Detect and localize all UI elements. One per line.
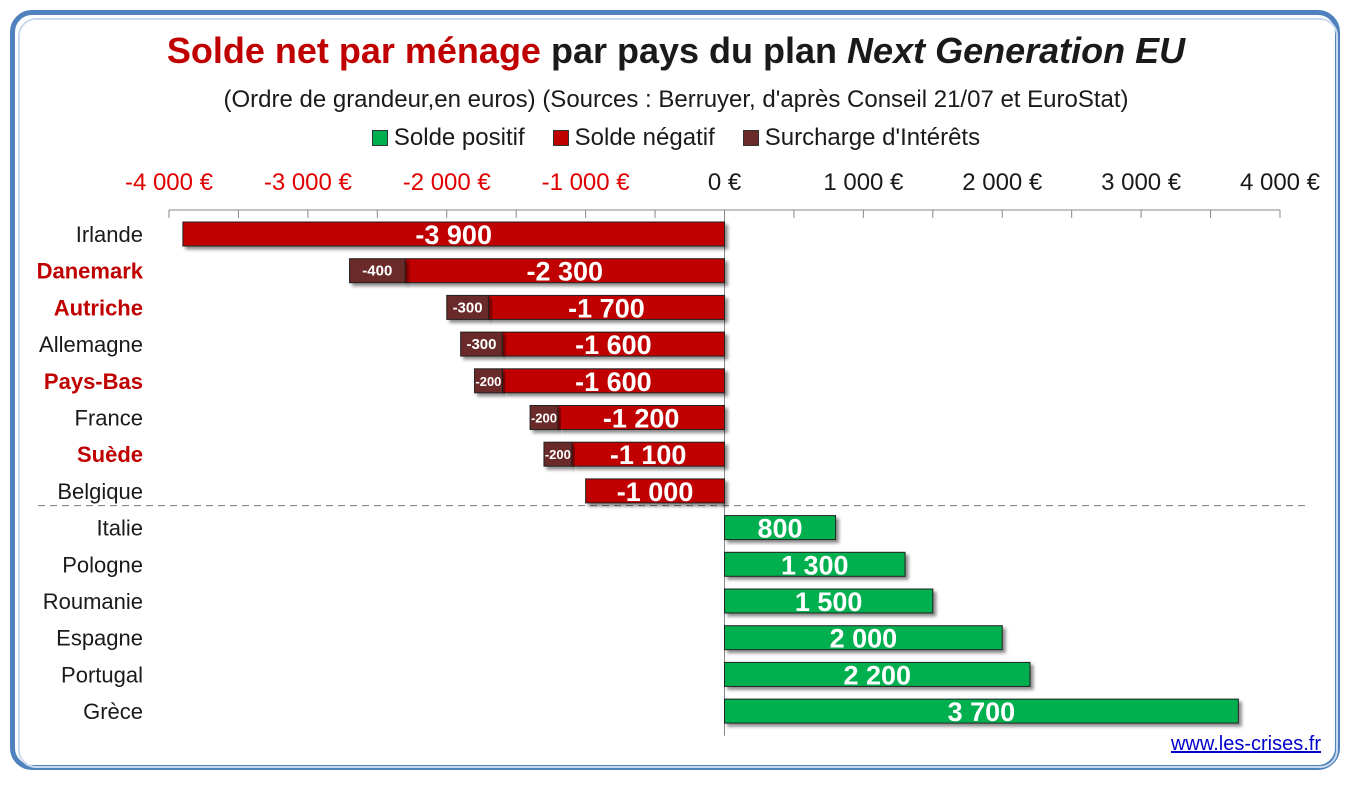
category-label: Pologne <box>62 552 143 577</box>
x-tick-label: 3 000 € <box>1101 169 1182 196</box>
bar-negative <box>571 441 725 467</box>
bar-negative <box>404 258 725 284</box>
bar-value-label-interest: -300 <box>466 336 496 353</box>
category-label: Belgique <box>57 479 143 504</box>
bar-interest <box>529 405 559 430</box>
bar-negative <box>557 405 725 430</box>
bar-interest <box>474 368 503 394</box>
bar-value-label-interest: -400 <box>362 263 392 280</box>
bar-value-label-negative: -2 300 <box>527 257 604 287</box>
bar-positive <box>724 551 906 577</box>
bar-interest <box>349 258 406 284</box>
category-label: Suède <box>77 442 143 467</box>
bar-value-label-positive: 1 300 <box>781 550 849 580</box>
legend-swatch-interest <box>742 130 759 146</box>
category-label: Portugal <box>61 662 143 687</box>
bar-value-label-negative: -1 100 <box>610 440 687 470</box>
bar-chart: -4 000 € -3 000 € -2 000 € -1 000 € 0 € 1 000… <box>37 169 1321 736</box>
source-link[interactable]: www.les-crises.fr <box>1170 733 1321 755</box>
bar-value-label-positive: 1 500 <box>795 587 863 617</box>
x-tick-label: -1 000 € <box>542 169 631 196</box>
bar-interest <box>446 294 489 320</box>
x-tick-label: 0 € <box>708 169 742 196</box>
category-label: Autriche <box>54 295 143 320</box>
chart-title: Solde net par ménage par pays du plan Ne… <box>0 30 1352 72</box>
bar-value-label-negative: -1 600 <box>575 330 652 360</box>
bar-positive <box>724 698 1239 724</box>
bar-value-label-negative: -1 000 <box>617 477 694 507</box>
bar-interest <box>543 441 573 467</box>
bar-value-label-negative: -1 600 <box>575 367 652 397</box>
bar-value-label-negative: -3 900 <box>415 220 492 250</box>
category-label: Grèce <box>83 699 143 724</box>
bar-positive <box>724 588 934 614</box>
bar-value-label-interest: -200 <box>475 374 501 389</box>
x-tick-label: -3 000 € <box>264 169 353 196</box>
title-part-2: par pays du plan <box>540 30 848 71</box>
bar-positive <box>724 625 1003 651</box>
category-label: Roumanie <box>43 589 143 614</box>
bar-negative <box>182 221 725 247</box>
legend-swatch-negative <box>552 130 569 146</box>
x-tick-label: 2 000 € <box>962 169 1043 196</box>
bar-value-label-interest: -200 <box>531 411 557 426</box>
category-label: Allemagne <box>39 332 143 357</box>
bar-value-label-negative: -1 700 <box>568 293 645 323</box>
category-label: France <box>75 406 143 431</box>
x-tick-label: 4 000 € <box>1240 169 1321 196</box>
bar-positive <box>724 661 1031 687</box>
legend-label-interest: Surcharge d'Intérêts <box>764 124 981 151</box>
legend-item-interest: Surcharge d'Intérêts <box>742 124 981 152</box>
title-part-3: Next Generation EU <box>847 30 1186 71</box>
legend-label-negative: Solde négatif <box>574 124 715 151</box>
legend-swatch-positive <box>371 130 388 146</box>
bar-negative <box>585 478 725 504</box>
bar-negative <box>501 331 725 357</box>
bar-value-label-interest: -300 <box>453 299 483 316</box>
bar-positive <box>724 515 837 541</box>
category-label: Italie <box>97 516 143 541</box>
bar-value-label-positive: 3 700 <box>948 697 1016 727</box>
category-label: Danemark <box>37 259 144 284</box>
bar-value-label-positive: 2 200 <box>843 660 911 690</box>
legend-item-negative: Solde négatif <box>552 124 715 152</box>
legend-label-positive: Solde positif <box>393 124 525 151</box>
category-label: Espagne <box>56 626 143 651</box>
bar-interest <box>460 331 503 357</box>
bar-negative <box>501 368 725 394</box>
category-label: Pays-Bas <box>44 369 143 394</box>
x-tick-label: 1 000 € <box>823 169 904 196</box>
x-tick-label: -4 000 € <box>125 169 214 196</box>
bar-value-label-interest: -200 <box>545 447 571 462</box>
bar-value-label-positive: 800 <box>758 514 803 544</box>
chart-subtitle: (Ordre de grandeur,en euros) (Sources : … <box>223 86 1129 113</box>
title-part-1: Solde net par ménage <box>166 30 541 71</box>
chart-legend: Solde positif Solde négatif Surcharge d'… <box>0 124 1352 152</box>
legend-item-positive: Solde positif <box>371 124 525 152</box>
bar-value-label-positive: 2 000 <box>830 624 898 654</box>
bar-value-label-negative: -1 200 <box>603 404 680 434</box>
category-label: Irlande <box>76 222 143 247</box>
x-tick-label: -2 000 € <box>403 169 492 196</box>
